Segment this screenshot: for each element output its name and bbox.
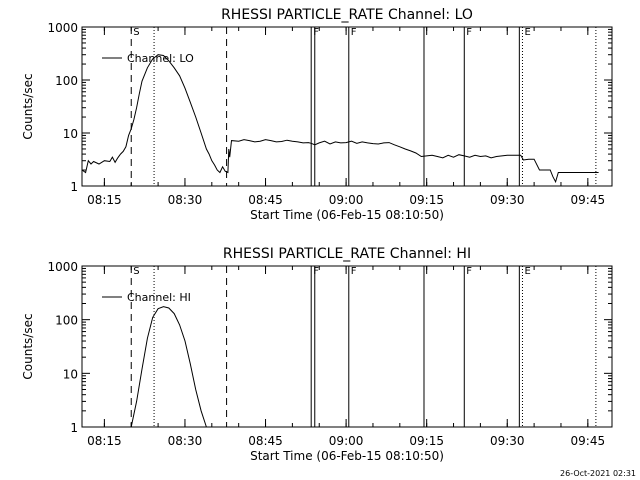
y-axis-label: Counts/sec	[21, 73, 35, 139]
x-tick-label: 08:15	[87, 434, 122, 448]
event-marker-label: S	[133, 266, 139, 277]
event-marker-label: F	[466, 27, 472, 38]
plot-frame	[81, 265, 613, 428]
footer-timestamp: 26-Oct-2021 02:31	[560, 469, 636, 478]
y-tick-label: 1	[70, 180, 78, 194]
legend-label: Channel: HI	[127, 291, 191, 304]
data-series-line	[81, 54, 599, 184]
data-series-line	[130, 306, 207, 428]
x-tick-label: 08:15	[87, 193, 122, 207]
y-tick-label: 100	[55, 74, 78, 88]
x-axis-label: Start Time (06-Feb-15 08:10:50)	[250, 208, 444, 222]
x-tick-label: 09:15	[409, 193, 444, 207]
event-marker-label: F	[351, 266, 357, 277]
legend-label: Channel: LO	[127, 52, 194, 65]
x-axis-label: Start Time (06-Feb-15 08:10:50)	[250, 449, 444, 463]
x-tick-label: 08:30	[168, 193, 203, 207]
x-tick-label: 08:45	[248, 193, 283, 207]
x-tick-label: 09:45	[571, 434, 606, 448]
event-marker-label: F	[466, 266, 472, 277]
x-tick-label: 09:00	[329, 193, 364, 207]
event-marker-label: E	[524, 27, 530, 38]
y-tick-label: 100	[55, 314, 78, 328]
x-tick-label: 09:45	[571, 193, 606, 207]
x-tick-label: 08:30	[168, 434, 203, 448]
event-marker-label: F	[313, 266, 319, 277]
y-tick-label: 10	[63, 127, 78, 141]
x-tick-label: 09:30	[490, 193, 525, 207]
x-tick-label: 09:15	[409, 434, 444, 448]
chart-title: RHESSI PARTICLE_RATE Channel: HI	[223, 246, 471, 262]
x-tick-label: 09:30	[490, 434, 525, 448]
y-tick-label: 1000	[47, 260, 78, 274]
x-tick-label: 09:00	[329, 434, 364, 448]
event-marker-label: F	[313, 27, 319, 38]
y-tick-label: 10	[63, 367, 78, 381]
y-tick-label: 1000	[47, 21, 78, 35]
plot-frame	[81, 26, 613, 187]
x-tick-label: 08:45	[248, 434, 283, 448]
event-marker-label: S	[133, 27, 139, 38]
chart-title: RHESSI PARTICLE_RATE Channel: LO	[221, 7, 473, 23]
event-marker-label: F	[351, 27, 357, 38]
event-marker-label: E	[524, 266, 530, 277]
y-tick-label: 1	[70, 421, 78, 435]
y-axis-label: Counts/sec	[21, 313, 35, 379]
